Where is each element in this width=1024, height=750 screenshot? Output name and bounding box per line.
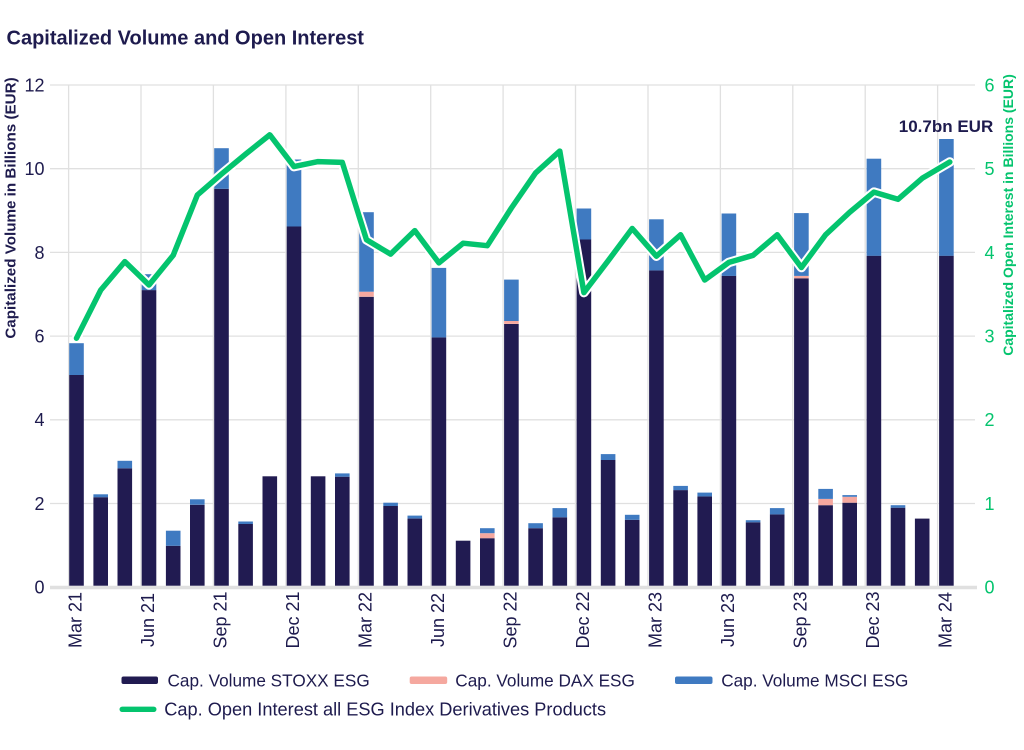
svg-text:Sep 21: Sep 21 [211, 591, 231, 648]
svg-text:2: 2 [34, 494, 44, 514]
svg-text:Capitalized Open Interest in B: Capitalized Open Interest in Billions (E… [1000, 74, 1016, 356]
svg-text:4: 4 [985, 243, 995, 263]
svg-text:4: 4 [34, 410, 44, 430]
svg-text:Jun 23: Jun 23 [718, 593, 738, 647]
svg-text:2: 2 [985, 410, 995, 430]
svg-text:Sep 22: Sep 22 [500, 591, 520, 648]
svg-text:6: 6 [985, 75, 995, 95]
svg-text:Cap. Volume STOXX ESG: Cap. Volume STOXX ESG [168, 671, 370, 691]
svg-text:Mar 24: Mar 24 [935, 592, 955, 648]
svg-text:Cap. Volume DAX ESG: Cap. Volume DAX ESG [455, 671, 635, 691]
svg-text:Mar 21: Mar 21 [66, 592, 86, 648]
svg-text:0: 0 [985, 578, 995, 598]
svg-text:Dec 21: Dec 21 [283, 591, 303, 648]
svg-text:1: 1 [985, 494, 995, 514]
svg-text:Dec 23: Dec 23 [863, 591, 883, 648]
svg-text:Dec 22: Dec 22 [573, 591, 593, 648]
svg-text:Capitalized Volume in Billions: Capitalized Volume in Billions (EUR) [3, 77, 20, 338]
svg-text:8: 8 [34, 243, 44, 263]
svg-text:6: 6 [34, 327, 44, 347]
svg-text:12: 12 [24, 75, 44, 95]
svg-text:3: 3 [985, 327, 995, 347]
svg-text:Cap. Open Interest all ESG Ind: Cap. Open Interest all ESG Index Derivat… [164, 700, 606, 720]
svg-text:5: 5 [985, 159, 995, 179]
svg-text:Jun 21: Jun 21 [138, 593, 158, 647]
svg-text:Mar 22: Mar 22 [356, 592, 376, 648]
svg-text:10.7bn EUR: 10.7bn EUR [899, 117, 993, 136]
svg-text:Sep 23: Sep 23 [790, 591, 810, 648]
svg-text:0: 0 [34, 578, 44, 598]
svg-text:Mar 23: Mar 23 [645, 592, 665, 648]
svg-text:10: 10 [24, 159, 44, 179]
svg-text:Capitalized Volume and Open In: Capitalized Volume and Open Interest [7, 28, 365, 50]
svg-text:Jun 22: Jun 22 [428, 593, 448, 647]
svg-text:Cap. Volume MSCI ESG: Cap. Volume MSCI ESG [721, 671, 908, 691]
